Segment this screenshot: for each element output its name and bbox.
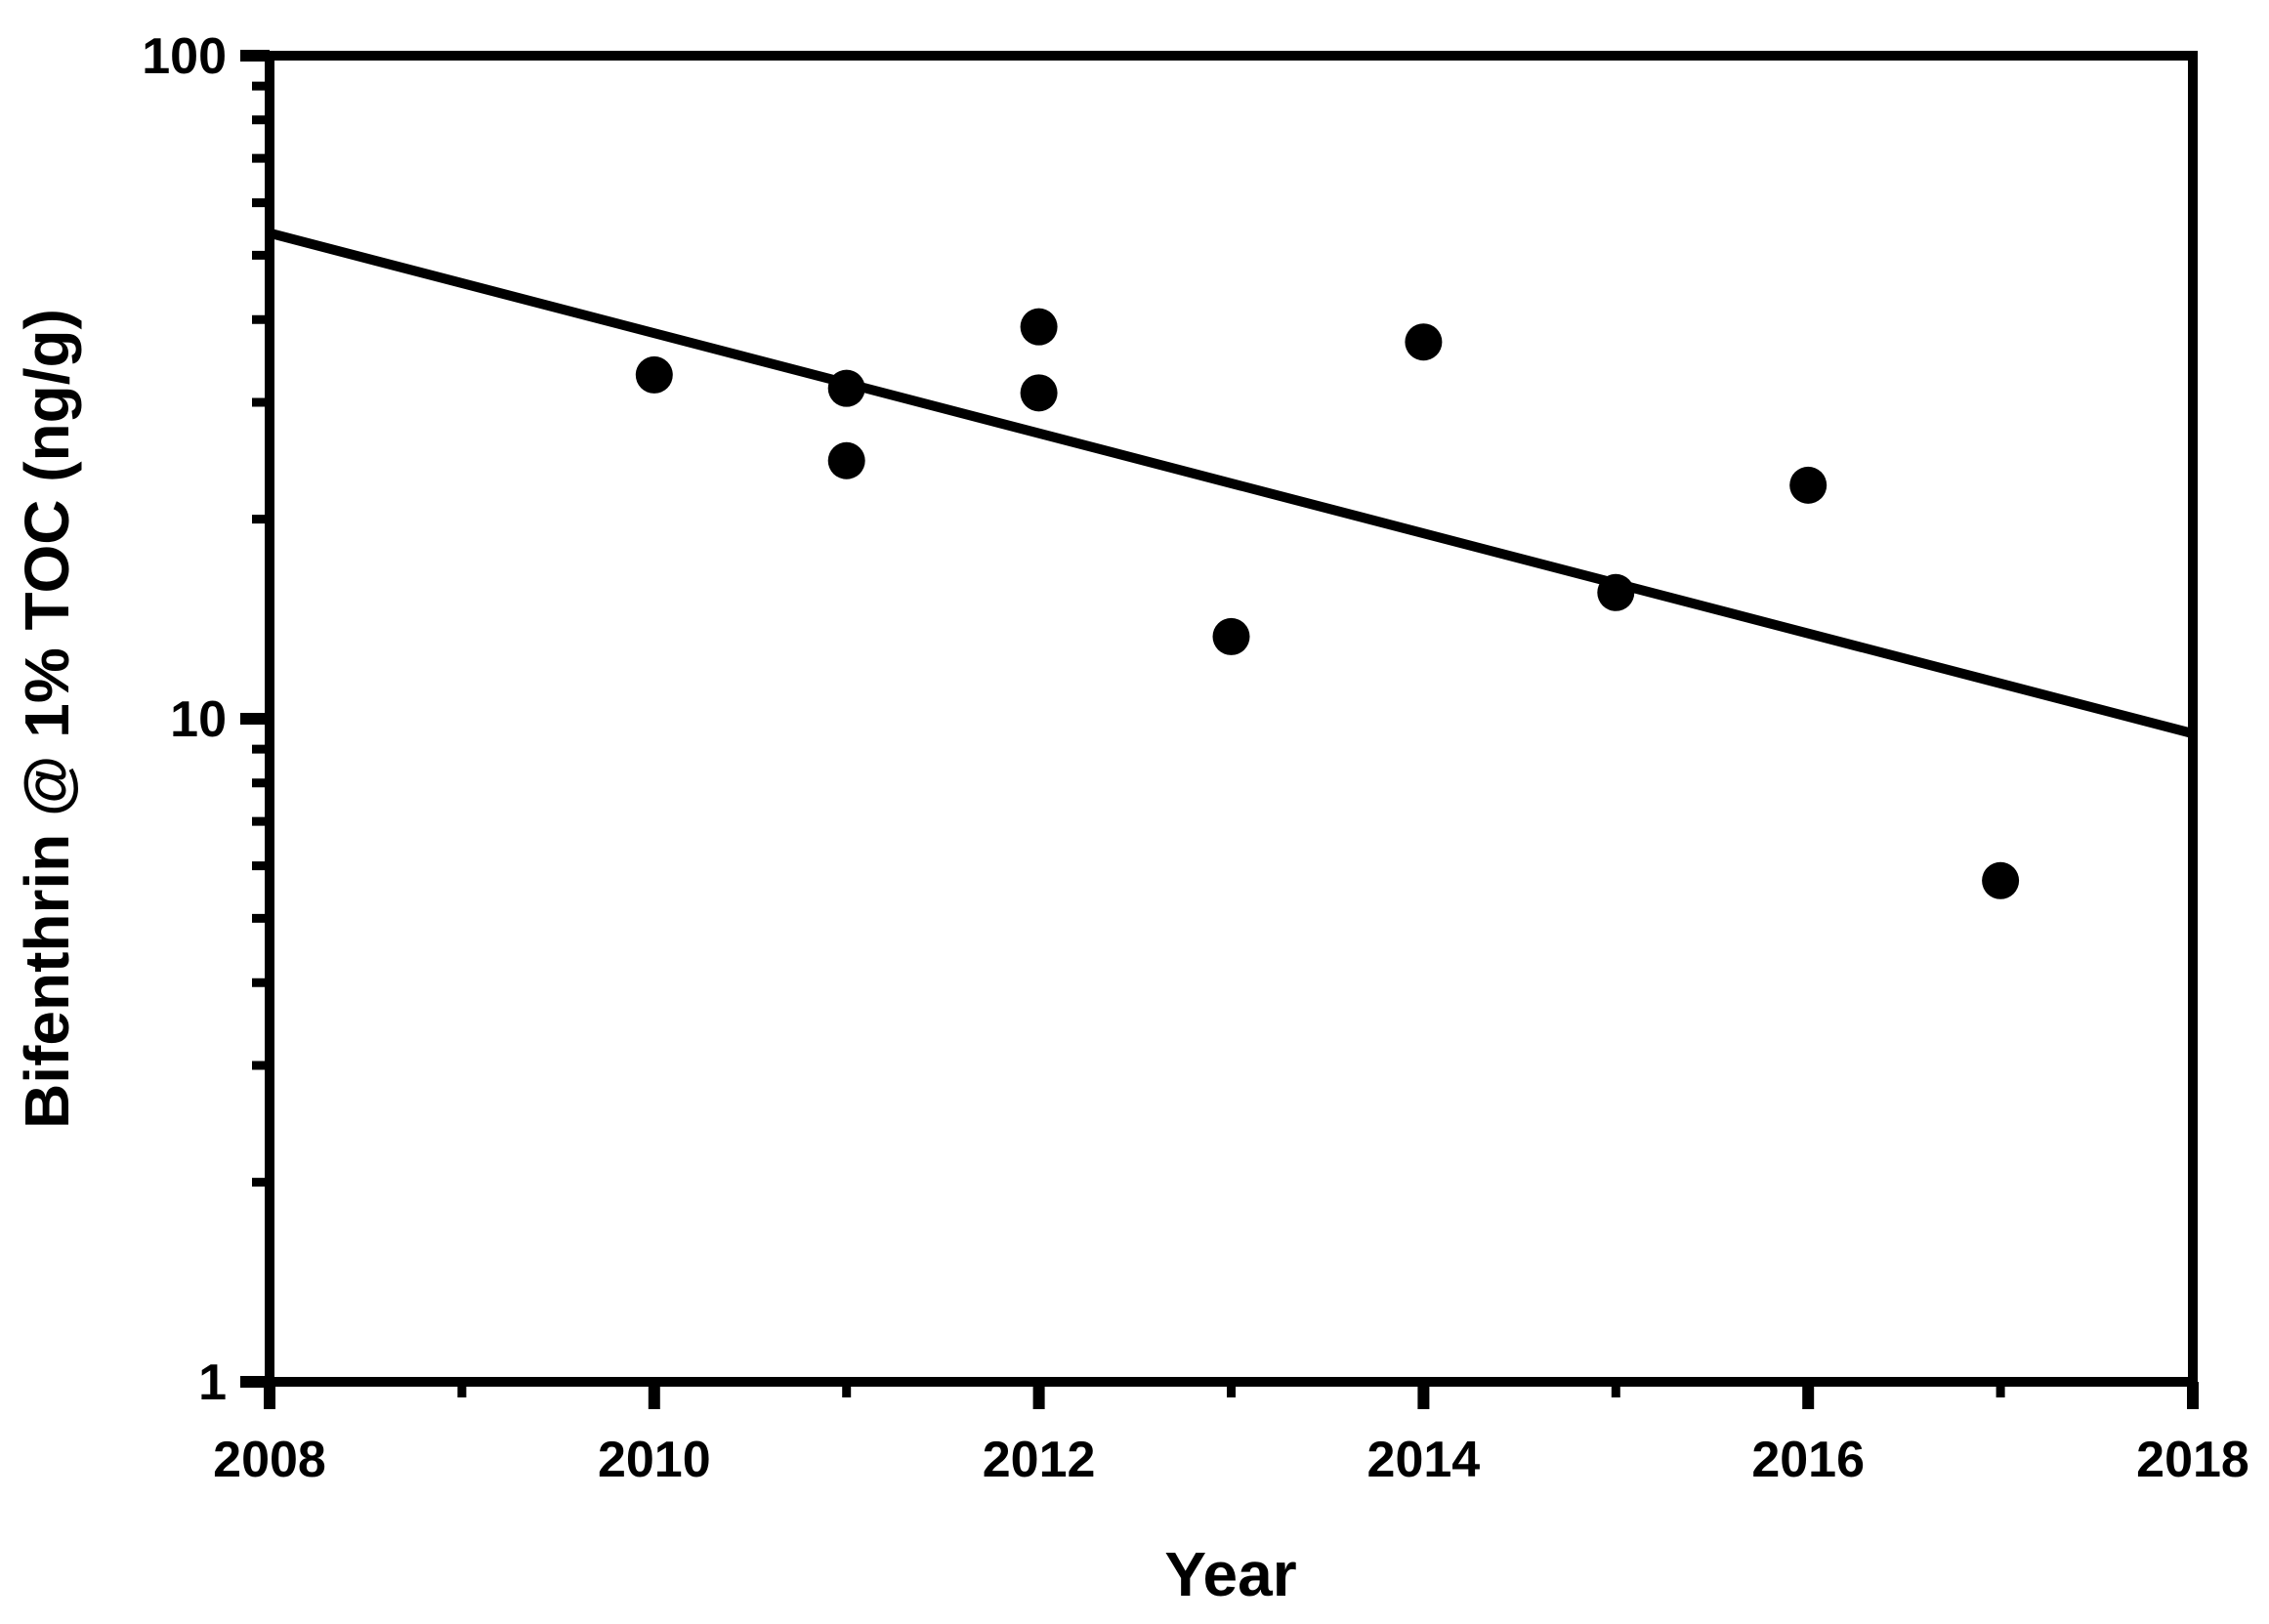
- data-point: [1982, 861, 2020, 899]
- data-point: [1212, 617, 1250, 655]
- y-axis-title: Bifenthrin @ 1% TOC (ng/g): [12, 309, 82, 1129]
- x-tick-label: 2008: [213, 1432, 326, 1488]
- plot-frame: [265, 51, 2198, 1387]
- y-tick-label: 1: [198, 1354, 227, 1411]
- data-point: [1789, 466, 1828, 504]
- trend-line: [268, 228, 2195, 738]
- x-tick-label: 2014: [1367, 1432, 1481, 1488]
- data-point: [1020, 374, 1058, 412]
- data-point: [635, 355, 673, 394]
- y-tick-label: 100: [142, 28, 227, 85]
- data-point: [1020, 308, 1058, 346]
- y-tick-label: 10: [170, 691, 227, 748]
- x-tick-label: 2018: [2136, 1432, 2249, 1488]
- x-tick-label: 2016: [1751, 1432, 1865, 1488]
- x-axis-title: Year: [1164, 1539, 1296, 1609]
- plot-content-layer: 2008 2010 2012 2014 2016 2018 100 10 1: [142, 28, 2249, 1488]
- x-tick-label: 2010: [598, 1432, 711, 1488]
- data-point: [827, 441, 865, 479]
- x-tick-label: 2012: [983, 1432, 1096, 1488]
- data-point: [1405, 323, 1443, 361]
